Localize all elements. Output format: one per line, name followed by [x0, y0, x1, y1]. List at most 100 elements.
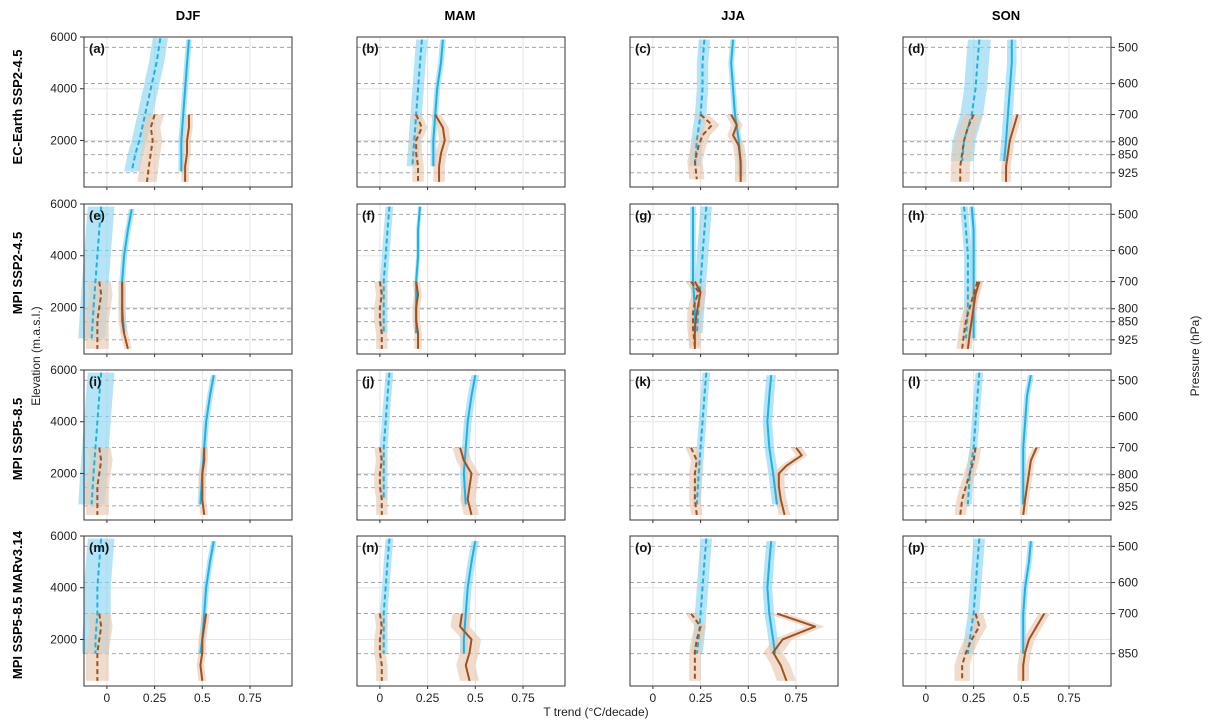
blue-dashed-profile-line	[90, 206, 103, 339]
brown-dashed-profile-line	[96, 613, 103, 681]
panel-g: (g)	[629, 203, 839, 357]
pressure-tick-label: 850	[1118, 148, 1138, 162]
panel-m: (m) 2000 4000 6000 0 0.25 0.5 0.75	[50, 529, 293, 705]
blue-dashed-profile-line	[693, 39, 706, 167]
blue-solid-profile-line	[1003, 39, 1013, 162]
blue-dashed-profile-line	[94, 538, 103, 654]
pressure-tick-label: 600	[1118, 244, 1138, 258]
brown-solid-profile-line	[693, 281, 702, 349]
y-tick-label: 2000	[50, 300, 77, 314]
x-tick-label: 0.75	[238, 691, 262, 705]
row-label-mpi-ssp585: MPI SSP5-8.5	[10, 398, 25, 480]
brown-uncertainty-band	[452, 447, 480, 515]
blue-solid-profile-line	[1022, 541, 1032, 654]
brown-solid-profile-line	[772, 612, 817, 682]
panel-j: (j)	[356, 369, 566, 523]
panel-frame	[356, 369, 566, 521]
blue-dashed-profile-line	[695, 206, 708, 334]
panel-frame	[902, 369, 1112, 521]
brown-dashed-profile-line	[378, 281, 383, 349]
y-tick-label: 4000	[50, 581, 77, 595]
pressure-tick-label: 800	[1118, 468, 1138, 482]
brown-uncertainty-band	[450, 613, 482, 681]
brown-dashed-profile-line	[96, 447, 103, 515]
y-tick-label: 2000	[50, 632, 77, 646]
blue-solid-profile-line	[766, 375, 778, 505]
brown-uncertainty-band	[85, 447, 113, 515]
panel-frame	[83, 203, 293, 355]
y-tick-label: 2000	[50, 466, 77, 480]
panel-background	[630, 536, 838, 686]
blue-solid-profile-line	[766, 541, 777, 654]
pressure-tick-label: 850	[1118, 647, 1138, 661]
brown-dashed-profile-line	[693, 113, 714, 180]
brown-uncertainty-band	[1017, 613, 1050, 681]
pressure-tick-label: 600	[1118, 77, 1138, 91]
panel-frame	[356, 203, 566, 355]
panel-c: (c)	[629, 36, 839, 190]
panel-label: (n)	[362, 540, 379, 555]
season-title-jja: JJA	[721, 8, 745, 23]
brown-uncertainty-band	[685, 613, 707, 681]
brown-dashed-profile-line	[378, 613, 383, 681]
brown-dashed-profile-line	[959, 447, 977, 515]
x-tick-label: 0.5	[1013, 691, 1030, 705]
blue-dashed-profile-line	[695, 372, 708, 505]
x-tick-label: 0	[923, 691, 930, 705]
x-tick-label: 0.25	[143, 691, 167, 705]
season-title-son: SON	[992, 8, 1020, 23]
brown-dashed-profile-line	[378, 447, 383, 515]
blue-dashed-profile-line	[382, 206, 391, 334]
x-axis-label: T trend (°C/decade)	[543, 705, 648, 719]
panel-label: (e)	[89, 208, 105, 223]
panel-frame	[902, 36, 1112, 188]
brown-dashed-profile-line	[961, 281, 979, 349]
panel-label: (g)	[635, 208, 652, 223]
panel-p: (p) 500 600 700 850 0 0.25 0.5 0.75	[902, 535, 1138, 705]
panel-n: (n) 0 0.25 0.5 0.75	[356, 535, 566, 705]
brown-uncertainty-band	[85, 281, 113, 349]
y-tick-label: 6000	[50, 30, 77, 44]
panel-label: (k)	[635, 374, 651, 389]
pressure-tick-label: 925	[1118, 333, 1138, 347]
panel-label: (b)	[362, 41, 379, 56]
x-tick-label: 0.25	[962, 691, 986, 705]
brown-solid-profile-line	[459, 613, 473, 682]
panel-frame	[356, 36, 566, 188]
brown-solid-profile-line	[199, 613, 208, 681]
pressure-tick-label: 600	[1118, 576, 1138, 590]
blue-dashed-profile-line	[382, 538, 391, 654]
blue-solid-profile-line	[1022, 374, 1032, 505]
panel-label: (l)	[908, 374, 920, 389]
panel-frame	[902, 203, 1112, 355]
brown-dashed-profile-line	[961, 613, 981, 681]
panel-background	[357, 37, 565, 187]
pressure-tick-label: 850	[1118, 481, 1138, 495]
brown-solid-profile-line	[1022, 613, 1046, 681]
panel-background	[630, 204, 838, 354]
brown-solid-profile-line	[1022, 447, 1038, 515]
brown-solid-profile-line	[459, 447, 473, 516]
blue-dashed-profile-line	[695, 538, 708, 654]
y-tick-label: 6000	[50, 529, 77, 543]
x-tick-label: 0	[650, 691, 657, 705]
brown-solid-profile-line	[121, 281, 129, 350]
brown-dashed-profile-line	[96, 281, 103, 349]
panel-i: (i) 2000 4000 6000	[50, 363, 293, 523]
brown-dashed-profile-line	[145, 114, 156, 182]
row-label-ec-earth-ssp245: EC-Earth SSP2-4.5	[10, 50, 25, 165]
right-axis-label: Pressure (hPa)	[1188, 316, 1202, 397]
x-tick-label: 0	[377, 691, 384, 705]
panel-background	[903, 204, 1111, 354]
panel-frame	[356, 535, 566, 687]
panel-background	[903, 536, 1111, 686]
blue-dashed-profile-line	[966, 372, 981, 505]
panel-f: (f)	[356, 203, 566, 357]
pressure-tick-label: 600	[1118, 410, 1138, 424]
blue-dashed-profile-line	[90, 372, 103, 505]
panel-label: (d)	[908, 41, 925, 56]
panel-frame	[629, 203, 839, 355]
panel-background	[84, 370, 292, 520]
panel-label: (c)	[635, 41, 651, 56]
